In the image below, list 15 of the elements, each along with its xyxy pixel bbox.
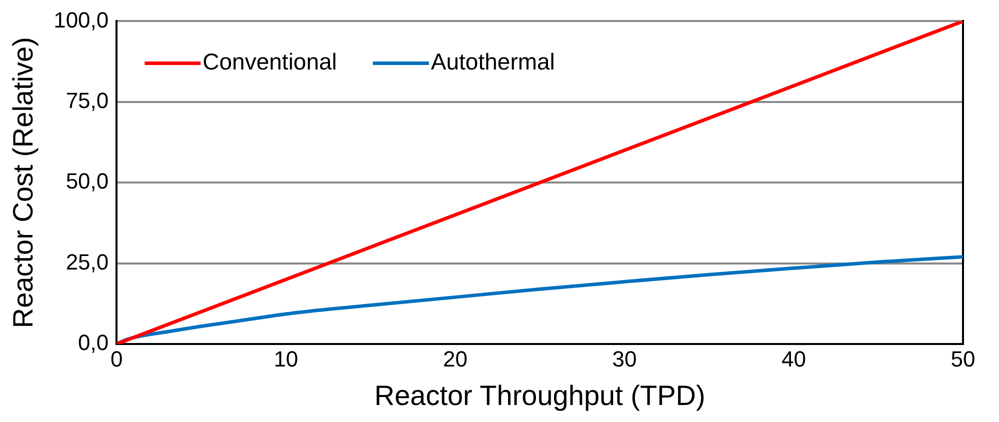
y-tick-label: 25,0 bbox=[66, 249, 109, 274]
legend-label: Conventional bbox=[202, 48, 337, 75]
x-axis-title: Reactor Throughput (TPD) bbox=[374, 380, 706, 411]
y-tick-label: 50,0 bbox=[66, 168, 109, 194]
y-tick-label: 0,0 bbox=[78, 330, 109, 356]
legend-label: Autothermal bbox=[430, 48, 555, 75]
x-tick-label: 30 bbox=[612, 346, 637, 372]
x-tick-label: 50 bbox=[950, 346, 976, 372]
y-axis-title: Reactor Cost (Relative) bbox=[8, 37, 39, 328]
y-tick-label: 75,0 bbox=[66, 88, 109, 113]
x-tick-label: 20 bbox=[442, 346, 468, 372]
y-tick-label: 100,0 bbox=[54, 7, 109, 32]
x-tick-label: 10 bbox=[274, 346, 298, 372]
x-tick-label: 40 bbox=[781, 346, 806, 372]
x-tick-label: 0 bbox=[110, 346, 123, 372]
